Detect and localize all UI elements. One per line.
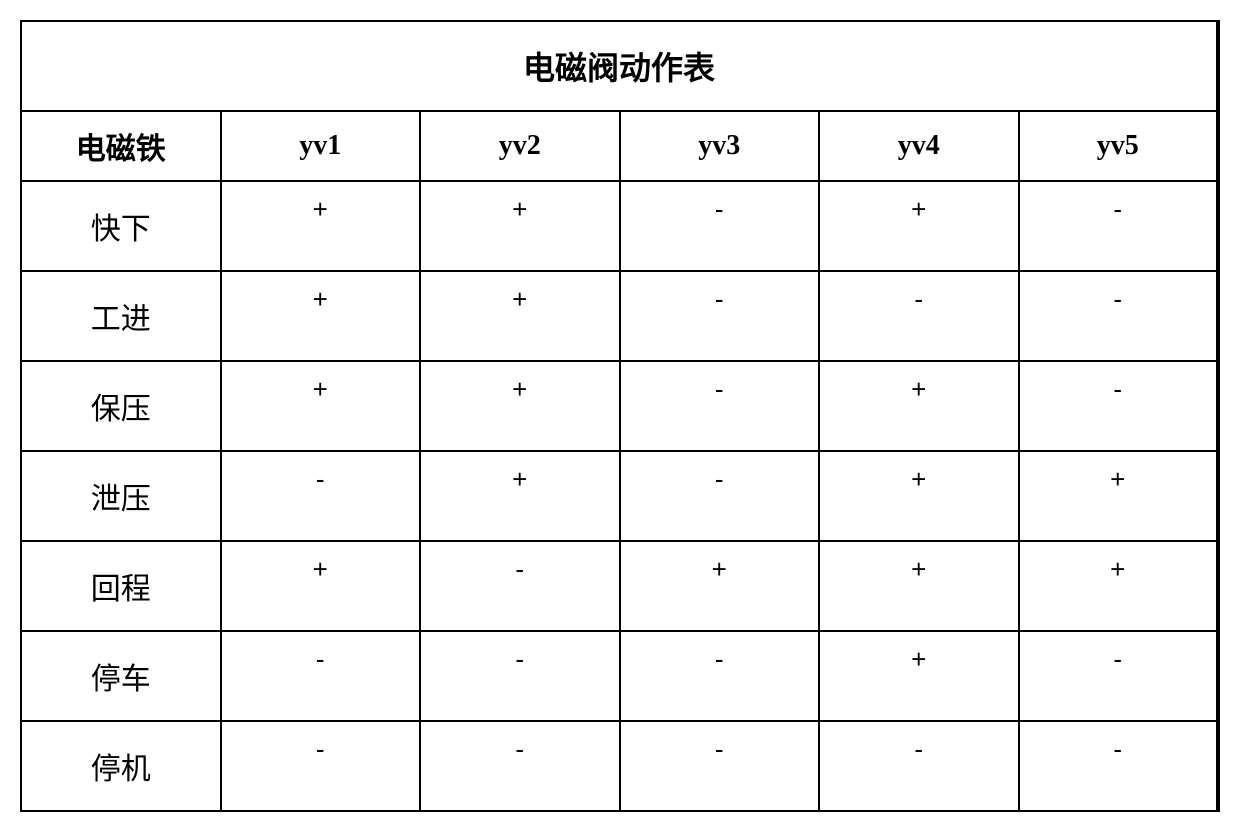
table-title: 电磁阀动作表	[21, 21, 1218, 111]
row-label: 泄压	[21, 451, 221, 541]
table-row: 快下 + + - + -	[21, 181, 1218, 271]
header-col-1: yv1	[221, 111, 421, 181]
table-row: 泄压 - + - + +	[21, 451, 1218, 541]
header-col-4: yv4	[819, 111, 1019, 181]
row-label: 回程	[21, 541, 221, 631]
cell: -	[420, 631, 620, 721]
row-label: 停车	[21, 631, 221, 721]
row-label: 工进	[21, 271, 221, 361]
cell: -	[420, 721, 620, 811]
cell: +	[1019, 541, 1219, 631]
cell: +	[819, 451, 1019, 541]
cell: -	[620, 631, 820, 721]
cell: -	[620, 721, 820, 811]
cell: +	[420, 361, 620, 451]
cell: -	[221, 631, 421, 721]
cell: -	[1019, 361, 1219, 451]
table-title-row: 电磁阀动作表	[21, 21, 1218, 111]
cell: +	[819, 361, 1019, 451]
cell: +	[819, 631, 1019, 721]
cell: -	[819, 271, 1019, 361]
cell: +	[420, 181, 620, 271]
cell: -	[620, 361, 820, 451]
header-col-3: yv3	[620, 111, 820, 181]
cell: +	[221, 361, 421, 451]
cell: -	[221, 451, 421, 541]
cell: -	[221, 721, 421, 811]
data-table: 电磁阀动作表 电磁铁 yv1 yv2 yv3 yv4 yv5 快下 + + - …	[20, 20, 1220, 812]
row-label: 快下	[21, 181, 221, 271]
cell: -	[1019, 181, 1219, 271]
cell: -	[620, 451, 820, 541]
header-col-5: yv5	[1019, 111, 1219, 181]
cell: -	[620, 271, 820, 361]
cell: +	[1019, 451, 1219, 541]
table-row: 回程 + - + + +	[21, 541, 1218, 631]
table-row: 停车 - - - + -	[21, 631, 1218, 721]
header-col-2: yv2	[420, 111, 620, 181]
cell: -	[420, 541, 620, 631]
table-row: 停机 - - - - -	[21, 721, 1218, 811]
row-label: 保压	[21, 361, 221, 451]
cell: +	[620, 541, 820, 631]
cell: +	[819, 181, 1019, 271]
table-row: 保压 + + - + -	[21, 361, 1218, 451]
cell: -	[1019, 631, 1219, 721]
cell: +	[819, 541, 1019, 631]
solenoid-action-table: 电磁阀动作表 电磁铁 yv1 yv2 yv3 yv4 yv5 快下 + + - …	[20, 20, 1220, 812]
cell: +	[221, 541, 421, 631]
cell: +	[221, 181, 421, 271]
table-row: 工进 + + - - -	[21, 271, 1218, 361]
header-label: 电磁铁	[21, 111, 221, 181]
cell: +	[221, 271, 421, 361]
row-label: 停机	[21, 721, 221, 811]
cell: +	[420, 271, 620, 361]
table-header-row: 电磁铁 yv1 yv2 yv3 yv4 yv5	[21, 111, 1218, 181]
cell: -	[1019, 271, 1219, 361]
cell: +	[420, 451, 620, 541]
cell: -	[1019, 721, 1219, 811]
cell: -	[819, 721, 1019, 811]
cell: -	[620, 181, 820, 271]
